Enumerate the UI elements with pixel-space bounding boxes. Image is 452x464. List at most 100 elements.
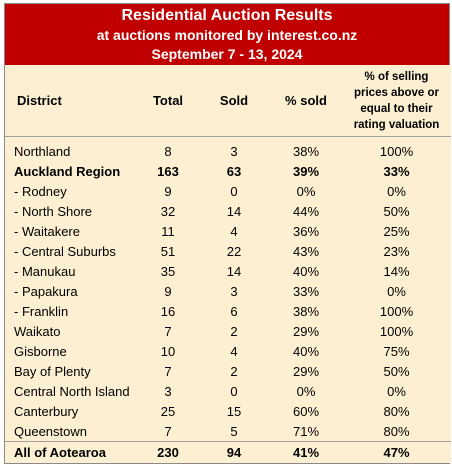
cell-pct-sold: 38% (292, 303, 320, 319)
header-row: District Total Sold % sold % of selling … (5, 65, 451, 137)
cell-district: Queenstown (14, 423, 87, 439)
cell-sold: 22 (226, 243, 242, 259)
cell-pct-above: 23% (383, 243, 410, 259)
cell-sold: 0 (230, 383, 238, 399)
cell-pct-above: 75% (383, 343, 410, 359)
cell-pct-above: 33% (383, 163, 410, 179)
auction-results-table-card: Residential Auction Results at auctions … (4, 3, 451, 464)
cell-sold: 2 (230, 363, 238, 379)
table-row: - Rodney 9 0 0% 0% (5, 181, 451, 201)
cell-total: 3 (164, 383, 172, 399)
cell-pct-above: 14% (383, 263, 410, 279)
cell-district: - Waitakere (14, 223, 80, 239)
cell-total: 10 (160, 343, 176, 359)
cell-district: - Manukau (14, 263, 76, 279)
cell-total: 9 (164, 183, 172, 199)
cell-district: Waikato (14, 323, 61, 339)
cell-pct-above: 0% (387, 383, 406, 399)
cell-pct-sold: 71% (292, 423, 320, 439)
title-banner: Residential Auction Results at auctions … (5, 4, 449, 65)
cell-sold: 15 (226, 403, 242, 419)
cell-total: 51 (160, 243, 176, 259)
total-row: All of Aotearoa 230 94 41% 47% (5, 441, 451, 463)
header-district: District (5, 65, 138, 137)
table-row: - Papakura 9 3 33% 0% (5, 281, 451, 301)
cell-sold: 63 (226, 163, 242, 179)
cell-total: 32 (160, 203, 176, 219)
cell-pct-above: 100% (379, 303, 414, 319)
cell-pct-above: 80% (383, 423, 410, 439)
cell-pct-sold: 40% (292, 263, 320, 279)
cell-pct-sold: 39% (292, 163, 320, 179)
cell-district: - North Shore (14, 203, 93, 219)
total-total: 230 (138, 441, 198, 463)
cell-pct-sold: 0% (296, 183, 316, 199)
cell-pct-sold: 33% (292, 283, 320, 299)
cell-district: - Rodney (14, 183, 67, 199)
cell-sold: 4 (230, 343, 238, 359)
cell-pct-sold: 38% (292, 143, 320, 159)
cell-pct-sold: 44% (292, 203, 320, 219)
table-row: - Franklin 16 6 38% 100% (5, 301, 451, 321)
cell-sold: 4 (230, 223, 238, 239)
cell-total: 25 (160, 403, 176, 419)
cell-district: Auckland Region (14, 163, 121, 179)
header-pct-line4: rating valuation (353, 118, 440, 131)
cell-pct-sold: 36% (292, 223, 320, 239)
table-row: Northland 8 3 38% 100% (5, 141, 451, 161)
cell-total: 7 (164, 423, 172, 439)
cell-sold: 3 (230, 143, 238, 159)
cell-pct-above: 100% (379, 143, 414, 159)
cell-district: Canterbury (14, 403, 79, 419)
table-row: Canterbury 25 15 60% 80% (5, 401, 451, 421)
cell-sold: 14 (226, 263, 242, 279)
cell-sold: 5 (230, 423, 238, 439)
cell-district: Northland (14, 143, 71, 159)
cell-pct-sold: 0% (296, 383, 316, 399)
cell-pct-above: 0% (387, 283, 406, 299)
table-row: Gisborne 10 4 40% 75% (5, 341, 451, 361)
cell-district: Central North Island (14, 383, 130, 399)
cell-district: - Papakura (14, 283, 78, 299)
table-row: Central North Island 3 0 0% 0% (5, 381, 451, 401)
table-body: Northland 8 3 38% 100% Auckland Region 163 63 39… (5, 137, 451, 442)
total-pct-above: 47% (342, 441, 451, 463)
cell-total: 35 (160, 263, 176, 279)
cell-total: 11 (161, 223, 175, 239)
cell-district: Bay of Plenty (14, 363, 91, 379)
cell-sold: 14 (226, 203, 242, 219)
table-row: - North Shore 32 14 44% 50% (5, 201, 451, 221)
header-total: Total (138, 65, 198, 137)
header-pct-line2: prices above or (353, 86, 439, 99)
cell-pct-above: 0% (387, 183, 406, 199)
cell-sold: 6 (230, 303, 238, 319)
total-district: All of Aotearoa (5, 441, 138, 463)
cell-pct-above: 50% (383, 363, 410, 379)
cell-total: 16 (160, 303, 176, 319)
cell-total: 7 (164, 363, 172, 379)
table-row: Waikato 7 2 29% 100% (5, 321, 451, 341)
date-range: September 7 - 13, 2024 (151, 46, 303, 62)
cell-district: - Central Suburbs (14, 243, 116, 259)
cell-pct-sold: 29% (292, 363, 320, 379)
total-pct-sold: 41% (270, 441, 342, 463)
cell-total: 7 (164, 323, 172, 339)
cell-pct-above: 100% (379, 323, 414, 339)
cell-total: 9 (164, 283, 172, 299)
cell-total: 8 (164, 143, 172, 159)
header-pct-line1: % of selling (364, 70, 429, 83)
cell-sold: 2 (230, 323, 238, 339)
cell-district: Gisborne (14, 343, 67, 359)
cell-sold: 0 (230, 183, 238, 199)
cell-sold: 3 (230, 283, 238, 299)
table-row: Queenstown 7 5 71% 80% (5, 421, 451, 442)
table-title: Residential Auction Results (121, 7, 333, 24)
cell-pct-sold: 60% (292, 403, 320, 419)
cell-total: 163 (157, 163, 179, 179)
results-table: District Total Sold % sold % of selling … (5, 65, 451, 463)
header-sold: Sold (198, 65, 270, 137)
table-row: - Manukau 35 14 40% 14% (5, 261, 451, 281)
table-row: Auckland Region 163 63 39% 33% (5, 161, 451, 181)
total-sold: 94 (198, 441, 270, 463)
table-row: Bay of Plenty 7 2 29% 50% (5, 361, 451, 381)
